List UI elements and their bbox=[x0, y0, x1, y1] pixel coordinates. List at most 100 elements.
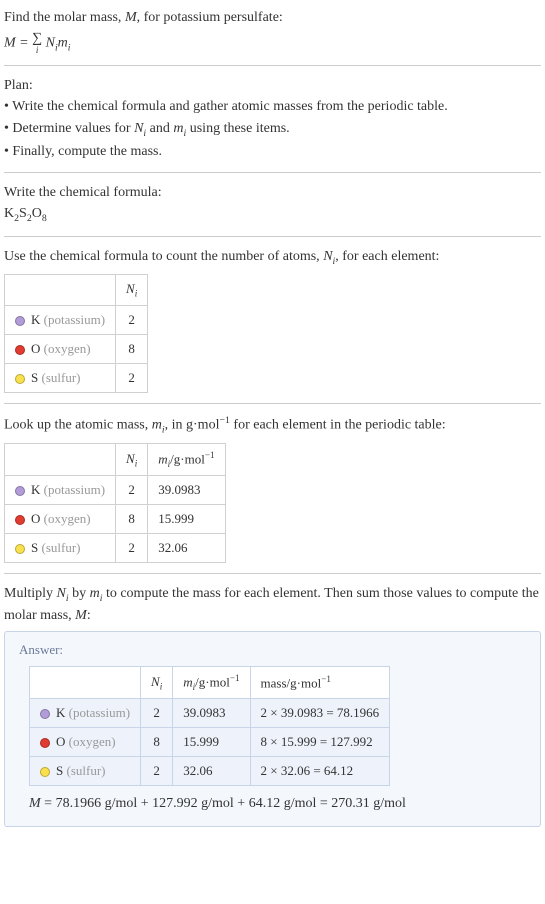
mass-m: m bbox=[152, 418, 162, 433]
N-value: 2 bbox=[116, 534, 148, 563]
mass-t3: for each element in the periodic table: bbox=[230, 418, 446, 433]
table-row: K (potassium)239.09832 × 39.0983 = 78.19… bbox=[30, 699, 390, 728]
formula-m-sub: i bbox=[68, 42, 71, 53]
plan-section: Plan: • Write the chemical formula and g… bbox=[4, 76, 541, 162]
m-value: 15.999 bbox=[173, 728, 250, 757]
chem-formula-title: Write the chemical formula: bbox=[4, 183, 541, 203]
table-header-row: Ni mi/g·mol−1 bbox=[5, 444, 226, 476]
mult-t2: by bbox=[69, 586, 90, 601]
table-row: S (sulfur)232.06 bbox=[5, 534, 226, 563]
molar-mass-formula: M = ∑i Nimi bbox=[4, 32, 541, 55]
answer-box: Answer: Ni mi/g·mol−1 mass/g·mol−1 K (po… bbox=[4, 631, 541, 827]
chem-O: O bbox=[32, 206, 42, 221]
element-cell: K (potassium) bbox=[5, 476, 116, 505]
table-header-m: mi/g·mol−1 bbox=[148, 444, 225, 476]
answer-M: M bbox=[29, 796, 41, 811]
N-value: 8 bbox=[141, 728, 173, 757]
table-header-element bbox=[30, 667, 141, 699]
mult-N: N bbox=[57, 586, 66, 601]
divider bbox=[4, 172, 541, 173]
plan-bullet-1: • Write the chemical formula and gather … bbox=[4, 97, 541, 117]
m-value: 32.06 bbox=[173, 757, 250, 786]
intro-text-2: , for potassium persulfate: bbox=[137, 10, 283, 25]
intro-section: Find the molar mass, M, for potassium pe… bbox=[4, 8, 541, 55]
chem-S: S bbox=[19, 206, 27, 221]
count-t1: Use the chemical formula to count the nu… bbox=[4, 249, 323, 264]
table-row: K (potassium)239.0983 bbox=[5, 476, 226, 505]
th-exp: −1 bbox=[205, 450, 215, 460]
th-exp: −1 bbox=[230, 673, 240, 683]
count-t2: , for each element: bbox=[335, 249, 439, 264]
table-row: O (oxygen)815.9998 × 15.999 = 127.992 bbox=[30, 728, 390, 757]
table-row: K (potassium)2 bbox=[5, 306, 148, 335]
th-unit: /g·mol bbox=[170, 452, 205, 467]
table-header-m: mi/g·mol−1 bbox=[173, 667, 250, 699]
atomic-mass-table: Ni mi/g·mol−1 K (potassium)239.0983O (ox… bbox=[4, 443, 226, 563]
element-symbol: O bbox=[31, 511, 40, 526]
intro-text-1: Find the molar mass, bbox=[4, 10, 125, 25]
table-row: O (oxygen)815.999 bbox=[5, 505, 226, 534]
element-cell: O (oxygen) bbox=[5, 505, 116, 534]
table-header-row: Ni bbox=[5, 275, 148, 306]
mult-M: M bbox=[75, 608, 87, 623]
plan-bullet-3: • Finally, compute the mass. bbox=[4, 142, 541, 162]
element-color-dot bbox=[15, 486, 25, 496]
element-symbol: O bbox=[56, 734, 65, 749]
element-color-dot bbox=[15, 374, 25, 384]
element-symbol: O bbox=[31, 341, 40, 356]
element-color-dot bbox=[40, 738, 50, 748]
table-header-N: Ni bbox=[116, 444, 148, 476]
chem-K: K bbox=[4, 206, 14, 221]
table-header-element bbox=[5, 444, 116, 476]
mult-t1: Multiply bbox=[4, 586, 57, 601]
plan-b2-m: m bbox=[173, 121, 183, 136]
th-N: N bbox=[151, 674, 160, 689]
element-cell: K (potassium) bbox=[30, 699, 141, 728]
answer-equation: M = 78.1966 g/mol + 127.992 g/mol + 64.1… bbox=[29, 796, 526, 812]
mass-calc: 2 × 32.06 = 64.12 bbox=[250, 757, 390, 786]
element-cell: O (oxygen) bbox=[30, 728, 141, 757]
th-Ni: i bbox=[135, 289, 138, 299]
formula-m: m bbox=[58, 35, 68, 50]
N-value: 2 bbox=[116, 364, 148, 393]
mass-t2: , in g·mol bbox=[165, 418, 220, 433]
multiply-text: Multiply Ni by mi to compute the mass fo… bbox=[4, 584, 541, 625]
element-cell: O (oxygen) bbox=[5, 335, 116, 364]
table-row: S (sulfur)232.062 × 32.06 = 64.12 bbox=[30, 757, 390, 786]
N-value: 8 bbox=[116, 505, 148, 534]
m-value: 39.0983 bbox=[148, 476, 225, 505]
mass-calc: 8 × 15.999 = 127.992 bbox=[250, 728, 390, 757]
element-name: (potassium) bbox=[40, 312, 105, 327]
intro-line: Find the molar mass, M, for potassium pe… bbox=[4, 8, 541, 28]
element-name: (sulfur) bbox=[38, 540, 80, 555]
count-text: Use the chemical formula to count the nu… bbox=[4, 247, 541, 269]
element-color-dot bbox=[15, 345, 25, 355]
element-name: (potassium) bbox=[65, 705, 130, 720]
mass-t1: Look up the atomic mass, bbox=[4, 418, 152, 433]
m-value: 39.0983 bbox=[173, 699, 250, 728]
plan-bullet-2: • Determine values for Ni and mi using t… bbox=[4, 119, 541, 141]
element-symbol: K bbox=[56, 705, 65, 720]
sigma-symbol: ∑ bbox=[32, 32, 42, 46]
var-M: M bbox=[125, 10, 137, 25]
formula-N: N bbox=[46, 35, 55, 50]
element-color-dot bbox=[15, 515, 25, 525]
chem-formula: K2S2O8 bbox=[4, 204, 541, 226]
sigma-block: ∑i bbox=[32, 32, 42, 55]
element-name: (sulfur) bbox=[63, 763, 105, 778]
mult-t4: : bbox=[87, 608, 91, 623]
N-value: 8 bbox=[116, 335, 148, 364]
table-header-mass: mass/g·mol−1 bbox=[250, 667, 390, 699]
answer-table: Ni mi/g·mol−1 mass/g·mol−1 K (potassium)… bbox=[29, 666, 390, 786]
N-value: 2 bbox=[116, 476, 148, 505]
element-symbol: K bbox=[31, 312, 40, 327]
table-header-N: Ni bbox=[141, 667, 173, 699]
element-color-dot bbox=[40, 709, 50, 719]
element-cell: S (sulfur) bbox=[5, 364, 116, 393]
element-color-dot bbox=[15, 544, 25, 554]
element-name: (potassium) bbox=[40, 482, 105, 497]
element-name: (oxygen) bbox=[65, 734, 115, 749]
divider bbox=[4, 65, 541, 66]
element-cell: S (sulfur) bbox=[30, 757, 141, 786]
sigma-index: i bbox=[36, 46, 39, 55]
